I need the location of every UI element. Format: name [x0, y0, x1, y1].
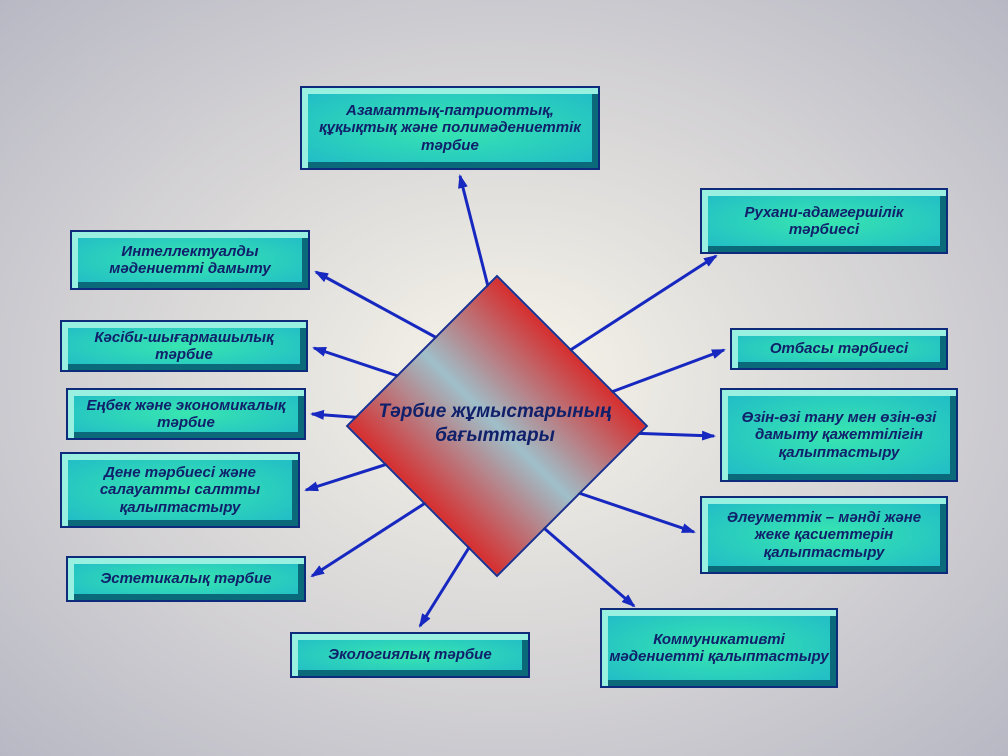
node-r4: Әлеуметтік – мәнді және жеке қасиеттерін…: [700, 496, 948, 574]
node-l2: Кәсіби-шығармашылық тәрбие: [60, 320, 308, 372]
node-l4: Дене тәрбиесі және салауатты салтты қалы…: [60, 452, 300, 528]
node-r5: Коммуникативті мәдениетті қалыптастыру: [600, 608, 838, 688]
arrow-l1: [316, 272, 448, 344]
node-bottom: Экологиялық тәрбие: [290, 632, 530, 678]
node-top: Азаматтық-патриоттық, құқықтық және поли…: [300, 86, 600, 170]
center-label: Тәрбие жұмыстарының бағыттары: [365, 340, 625, 508]
node-l3: Еңбек және экономикалық тәрбие: [66, 388, 306, 440]
node-l5: Эстетикалық тәрбие: [66, 556, 306, 602]
diagram-stage: Тәрбие жұмыстарының бағыттары Азаматтық-п…: [0, 0, 1008, 756]
node-r1: Рухани-адамгершілік тәрбиесі: [700, 188, 948, 254]
node-r3: Өзін-өзі тану мен өзін-өзі дамыту қажетт…: [720, 388, 958, 482]
node-l1: Интеллектуалды мәдениетті дамыту: [70, 230, 310, 290]
node-r2: Отбасы тәрбиесі: [730, 328, 948, 370]
arrow-l5: [312, 500, 430, 576]
arrow-r5: [530, 516, 634, 606]
